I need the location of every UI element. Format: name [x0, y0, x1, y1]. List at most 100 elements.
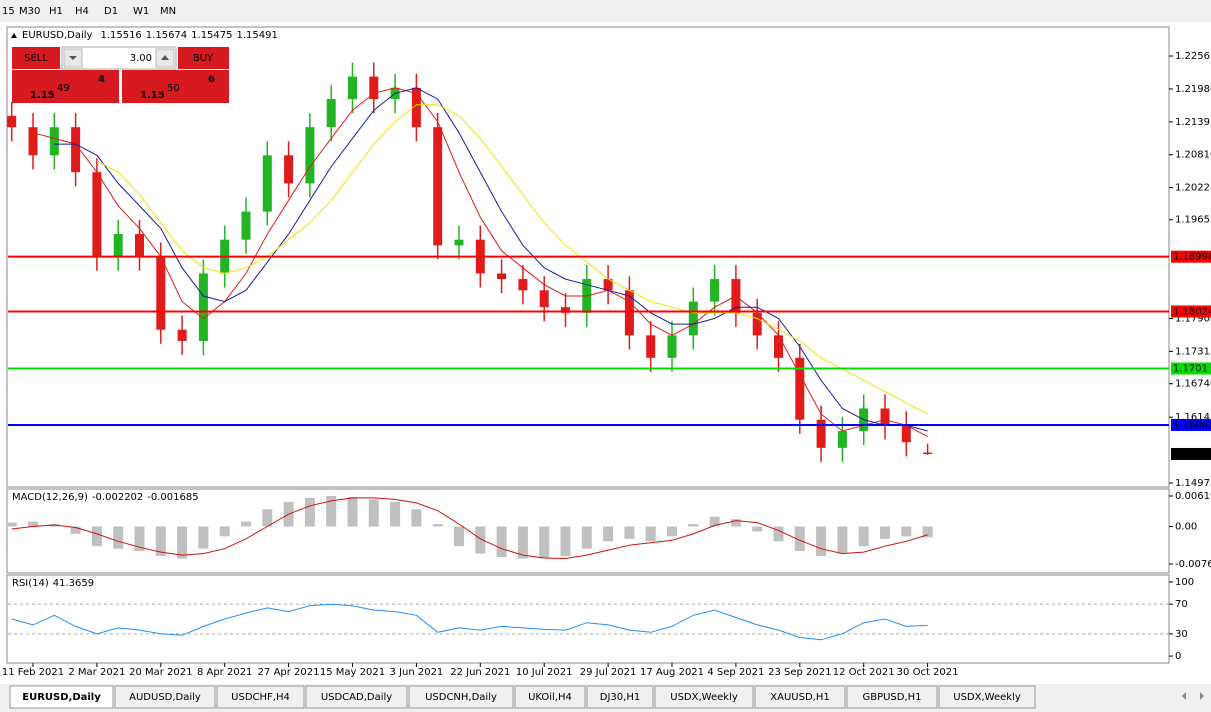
candle-body	[284, 155, 294, 184]
sell-button[interactable]	[12, 47, 60, 69]
tab[interactable]	[114, 685, 216, 709]
tab[interactable]	[846, 685, 938, 709]
macd-bar	[922, 526, 933, 538]
candle-body	[795, 357, 805, 420]
candle-body	[646, 335, 656, 358]
y-tick-label: 1.14975	[1175, 478, 1211, 489]
x-tick-label: 17 Aug 2021	[640, 667, 704, 678]
indicator-line	[11, 497, 928, 560]
macd-bar	[901, 526, 912, 537]
macd-bar	[581, 526, 592, 549]
y-tick-label: 1.20225	[1175, 183, 1211, 194]
macd-bar	[560, 526, 571, 557]
candle-body	[710, 279, 720, 302]
panel-value: -0.002202	[92, 492, 143, 503]
macd-bar	[603, 526, 614, 542]
tab[interactable]	[654, 685, 754, 709]
macd-bar	[411, 509, 422, 527]
macd-bar	[91, 526, 102, 547]
price-box[interactable]	[12, 70, 119, 103]
macd-bar	[709, 516, 720, 527]
indicator-line	[11, 603, 928, 641]
x-tick-label: 30 Oct 2021	[897, 667, 959, 678]
tab-label[interactable]: GBPUSD,H1	[862, 692, 921, 703]
x-tick-label: 8 Apr 2021	[197, 667, 252, 678]
timeframe-button[interactable]: H1	[49, 6, 63, 17]
candle-body	[348, 76, 357, 100]
tab-scroll-left[interactable]	[1182, 692, 1186, 700]
timeframe-button[interactable]: MN	[160, 6, 176, 17]
tab[interactable]	[9, 685, 114, 709]
price-box[interactable]	[122, 70, 229, 103]
macd-bar	[539, 526, 550, 559]
y-tick-label: 1.21395	[1175, 117, 1211, 128]
level-label-bg	[1171, 250, 1211, 263]
candle-body	[49, 127, 59, 156]
timeframe-button[interactable]: H4	[75, 6, 89, 17]
tab-scroll-right[interactable]	[1200, 692, 1204, 700]
macd-bar	[219, 526, 230, 537]
candle-body	[433, 127, 443, 246]
candle-body	[7, 115, 17, 128]
level-label: 1.18024	[1173, 306, 1211, 317]
y-tick-label: 1.16740	[1175, 379, 1211, 390]
buy-label[interactable]: BUY	[193, 53, 214, 64]
panel-title: RSI(14) 41.3659	[12, 578, 94, 589]
lots-box	[61, 46, 177, 70]
tab[interactable]	[216, 685, 305, 709]
y-tick-label: 1.17315	[1175, 346, 1211, 357]
y-tick-label: 1.16145	[1175, 412, 1211, 423]
lots-down-arrow	[69, 56, 77, 60]
timeframe-button[interactable]: 15	[2, 6, 15, 17]
candle-body	[156, 256, 166, 330]
sell-label[interactable]: SELL	[24, 53, 48, 64]
y-tick-label: 0.006193	[1175, 491, 1211, 502]
panel-value: 1.15491	[237, 30, 278, 41]
tab[interactable]	[754, 685, 846, 709]
indicator-line	[32, 87, 928, 438]
timeframe-button[interactable]: M30	[19, 6, 40, 17]
tab-label[interactable]: USDX,Weekly	[953, 692, 1021, 703]
timeframe-button[interactable]: D1	[104, 6, 118, 17]
macd-bar	[752, 526, 763, 532]
tab-label[interactable]: USDCHF,H4	[231, 692, 290, 703]
tab-label[interactable]: XAUUSD,H1	[770, 692, 829, 703]
level-label-bg	[1171, 362, 1211, 375]
candle-body	[539, 290, 549, 308]
tab[interactable]	[408, 685, 514, 709]
tab-label[interactable]: DJ30,H1	[600, 692, 640, 703]
buy-button[interactable]	[178, 47, 229, 69]
last-price-bg	[1171, 447, 1211, 460]
panel-name: RSI(14)	[12, 578, 49, 589]
candle-body	[837, 430, 847, 448]
candle-body	[71, 127, 81, 173]
candle-body	[816, 419, 826, 448]
x-tick-label: 22 Jun 2021	[450, 667, 510, 678]
tab-label[interactable]: USDCAD,Daily	[321, 692, 392, 703]
panel-value: 1.15674	[146, 30, 187, 41]
tab-label[interactable]: AUDUSD,Daily	[129, 692, 201, 703]
candle-body	[305, 127, 315, 184]
candle-body	[603, 279, 613, 291]
tab-label[interactable]: USDCNH,Daily	[425, 692, 497, 703]
price-pip: 4	[98, 74, 105, 85]
candle-body	[667, 335, 677, 358]
macd-bar	[624, 526, 635, 539]
panel-value: -0.001685	[147, 492, 198, 503]
tab[interactable]	[938, 685, 1036, 709]
macd-bar	[496, 526, 507, 558]
macd-bar	[645, 526, 656, 542]
tab-label[interactable]: USDX,Weekly	[670, 692, 738, 703]
tab-label[interactable]: UKOil,H4	[528, 692, 572, 703]
macd-bar	[688, 524, 699, 527]
lots-value[interactable]: 3.00	[130, 53, 152, 64]
candle-body	[411, 87, 421, 128]
tab[interactable]	[305, 685, 408, 709]
x-tick-label: 23 Sep 2021	[768, 667, 831, 678]
tab[interactable]	[586, 685, 654, 709]
tab-label[interactable]: EURUSD,Daily	[22, 692, 101, 703]
candle-body	[688, 301, 698, 336]
candle-body	[880, 408, 890, 426]
tab[interactable]	[514, 685, 586, 709]
timeframe-button[interactable]: W1	[133, 6, 149, 17]
